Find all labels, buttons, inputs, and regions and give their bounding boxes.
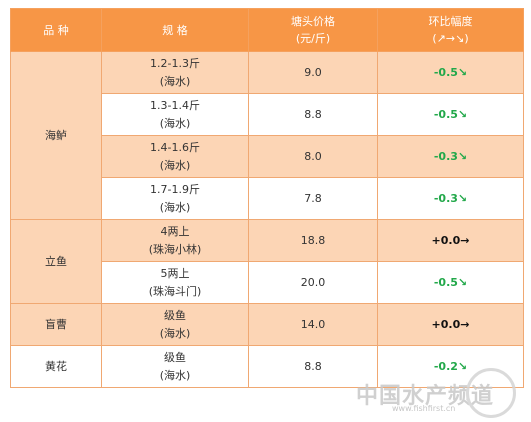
spec-size: 1.4-1.6斤 [150,140,200,154]
watermark: 中国水产频道 www.fishfirst.cn [356,368,526,418]
header-price: 塘头价格 (元/斤) [248,8,378,52]
spec-cell: 级鱼 (海水) [101,303,249,346]
spec-origin: (海水) [159,74,191,88]
species-cell: 海鲈 [10,51,102,220]
spec-cell: 1.2-1.3斤 (海水) [101,51,249,94]
header-change-label: 环比幅度 [428,15,473,28]
spec-origin: (海水) [159,368,191,382]
price-cell: 8.0 [248,135,378,178]
table-row: 1.3-1.4斤 (海水) 8.8 -0.5↘ [11,93,524,136]
table-row: 5两上 (珠海斗门) 20.0 -0.5↘ [11,261,524,304]
spec-size: 4两上 [160,224,190,238]
change-cell: -0.3↘ [377,177,524,220]
price-cell: 7.8 [248,177,378,220]
spec-origin: (珠海小林) [148,242,202,256]
spec-cell: 1.3-1.4斤 (海水) [101,93,249,136]
price-table: 品 种 规 格 塘头价格 (元/斤) 环比幅度 (↗→↘) 海鲈 1.2-1.3… [10,8,524,388]
spec-cell: 5两上 (珠海斗门) [101,261,249,304]
price-cell: 20.0 [248,261,378,304]
spec-cell: 级鱼 (海水) [101,345,249,388]
price-cell: 18.8 [248,219,378,262]
spec-cell: 4两上 (珠海小林) [101,219,249,262]
header-spec: 规 格 [101,8,249,52]
spec-size: 1.2-1.3斤 [150,56,200,70]
species-cell: 盲曹 [10,303,102,346]
change-cell: -0.3↘ [377,135,524,178]
change-cell: -0.5↘ [377,93,524,136]
price-cell: 8.8 [248,93,378,136]
spec-origin: (海水) [159,158,191,172]
header-row: 品 种 规 格 塘头价格 (元/斤) 环比幅度 (↗→↘) [10,8,524,52]
table-row: 1.7-1.9斤 (海水) 7.8 -0.3↘ [11,177,524,220]
spec-size: 级鱼 [164,308,186,322]
header-price-label: 塘头价格 [291,15,335,28]
change-cell: -0.5↘ [377,261,524,304]
price-cell: 9.0 [248,51,378,94]
table-row: 海鲈 1.2-1.3斤 (海水) 9.0 -0.5↘ [10,51,524,220]
spec-size: 级鱼 [164,350,186,364]
header-change: 环比幅度 (↗→↘) [377,8,524,52]
spec-size: 1.3-1.4斤 [150,98,200,112]
price-cell: 14.0 [248,303,378,346]
table-row: 盲曹 级鱼 (海水) 14.0 +0.0→ [10,303,524,346]
spec-origin: (海水) [159,200,191,214]
watermark-logo-icon [466,368,516,418]
spec-origin: (海水) [159,116,191,130]
header-species: 品 种 [10,8,102,52]
table-row: 黄花 级鱼 (海水) 8.8 -0.2↘ [10,345,524,388]
spec-size: 5两上 [160,266,190,280]
species-cell: 黄花 [10,345,102,388]
header-change-legend: (↗→↘) [432,32,469,45]
change-cell: -0.5↘ [377,51,524,94]
spec-cell: 1.7-1.9斤 (海水) [101,177,249,220]
spec-origin: (海水) [159,326,191,340]
spec-size: 1.7-1.9斤 [150,182,200,196]
header-price-unit: (元/斤) [295,32,331,45]
change-cell: +0.0→ [377,219,524,262]
table-row: 立鱼 4两上 (珠海小林) 18.8 +0.0→ [10,219,524,304]
change-cell: +0.0→ [377,303,524,346]
species-cell: 立鱼 [10,219,102,304]
watermark-url: www.fishfirst.cn [392,404,456,413]
spec-origin: (珠海斗门) [148,284,202,298]
spec-cell: 1.4-1.6斤 (海水) [101,135,249,178]
table-row: 1.4-1.6斤 (海水) 8.0 -0.3↘ [11,135,524,178]
